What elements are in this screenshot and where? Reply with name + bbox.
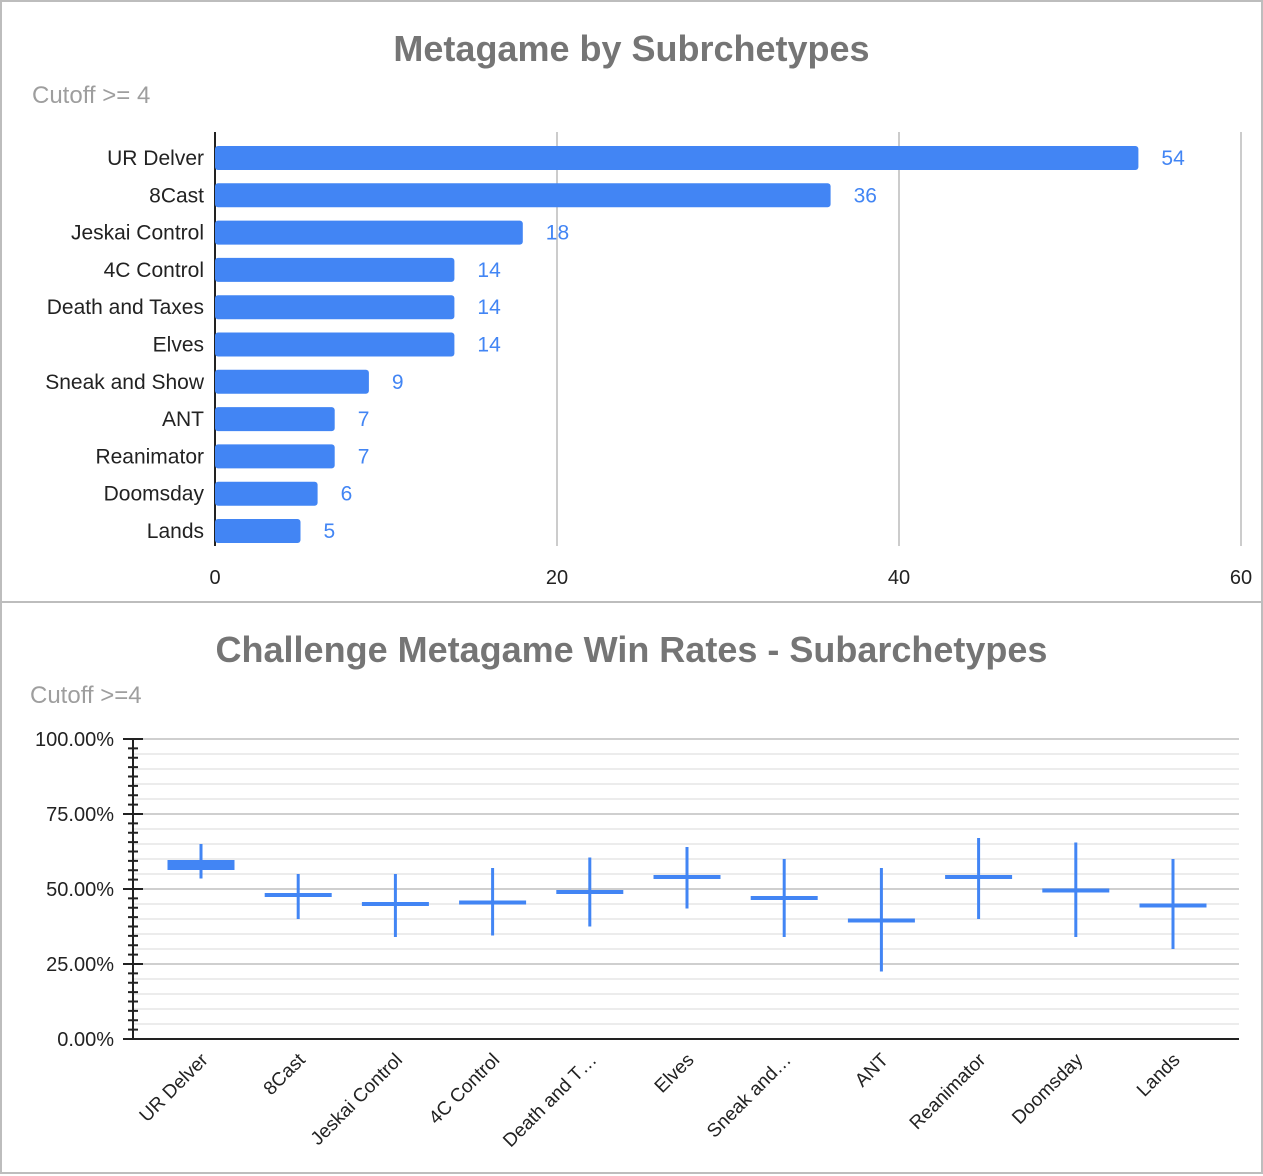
bar	[215, 369, 369, 394]
x-tick-label: 8Cast	[260, 1049, 310, 1099]
y-tick-label: 4C Control	[104, 259, 204, 282]
candle-body	[361, 902, 429, 906]
data-label: 14	[477, 296, 501, 319]
chart-subtitle: Cutoff >=4	[30, 682, 142, 709]
bar	[215, 183, 831, 208]
data-label: 14	[477, 334, 501, 357]
bar	[215, 146, 1139, 170]
candle-body	[264, 893, 332, 897]
y-tick-label: Doomsday	[104, 483, 205, 506]
bar	[215, 332, 455, 357]
x-tick-label: Sneak and…	[703, 1050, 796, 1143]
candle-body	[1139, 903, 1207, 908]
bar	[215, 444, 335, 469]
x-tick-label: ANT	[851, 1049, 893, 1091]
y-tick-label: 25.00%	[46, 954, 114, 976]
chart-title: Metagame by Subrchetypes	[393, 28, 870, 69]
x-tick-label: 20	[546, 567, 568, 589]
candle-body	[459, 900, 527, 905]
metagame-chart-panel: Metagame by Subrchetypes Cutoff >= 4 0 20…	[0, 0, 1263, 603]
bar	[215, 295, 455, 320]
data-label: 54	[1161, 147, 1185, 170]
x-tick-label: Lands	[1133, 1050, 1184, 1101]
y-tick-label: Elves	[153, 334, 204, 357]
candlestick-chart: 0.00% 25.00% 50.00% 75.00% 100.00% UR Delver 8…	[35, 729, 1239, 1152]
winrate-chart-panel: Challenge Metagame Win Rates - Subarchet…	[0, 601, 1263, 1174]
x-tick-label: 40	[888, 567, 910, 589]
data-label: 6	[341, 483, 353, 506]
candle-body	[945, 875, 1013, 879]
y-tick-label: 75.00%	[46, 804, 114, 826]
bar	[215, 407, 335, 432]
candle-body	[653, 875, 721, 879]
x-tick-label: 60	[1230, 567, 1252, 589]
candle-body	[167, 860, 235, 870]
data-label: 18	[546, 222, 569, 245]
data-label: 7	[358, 408, 370, 431]
data-label: 7	[358, 445, 370, 468]
y-tick-label: 0.00%	[57, 1029, 114, 1051]
candle-body	[556, 890, 624, 894]
chart-subtitle: Cutoff >= 4	[32, 82, 151, 109]
y-tick-label: 50.00%	[46, 879, 114, 901]
bar	[215, 257, 455, 282]
y-tick-label: Reanimator	[95, 445, 204, 468]
data-label: 9	[392, 371, 404, 394]
y-tick-label: Sneak and Show	[45, 371, 205, 394]
bar	[215, 220, 523, 245]
y-tick-label: Death and Taxes	[47, 296, 204, 319]
x-tick-label: Elves	[651, 1050, 699, 1098]
candle-body	[750, 896, 818, 900]
x-tick-label: Jeskai Control	[307, 1050, 407, 1150]
x-tick-label: UR Delver	[136, 1049, 213, 1126]
y-tick-label: UR Delver	[107, 147, 204, 170]
x-tick-label: 0	[209, 567, 220, 589]
bar	[215, 519, 301, 543]
candle-body	[1042, 888, 1110, 893]
bar-chart: 0 20 40 60 UR Delver 54 8Cast 36 Jeskai Control 1…	[45, 132, 1252, 589]
y-tick-label: 100.00%	[35, 729, 114, 751]
y-tick-label: Jeskai Control	[71, 222, 204, 245]
x-tick-label: 4C Control	[425, 1050, 504, 1129]
data-label: 5	[324, 520, 336, 543]
bar	[215, 481, 318, 506]
y-tick-label: 8Cast	[149, 184, 204, 207]
data-label: 14	[477, 259, 501, 282]
x-tick-label: Doomsday	[1008, 1049, 1087, 1128]
y-tick-label: Lands	[147, 520, 204, 543]
x-tick-label: Death and T…	[499, 1050, 601, 1152]
chart-title: Challenge Metagame Win Rates - Subarchet…	[215, 629, 1048, 670]
candle-body	[847, 918, 915, 923]
y-tick-label: ANT	[162, 408, 204, 431]
data-label: 36	[854, 184, 877, 207]
x-tick-label: Reanimator	[906, 1049, 991, 1134]
